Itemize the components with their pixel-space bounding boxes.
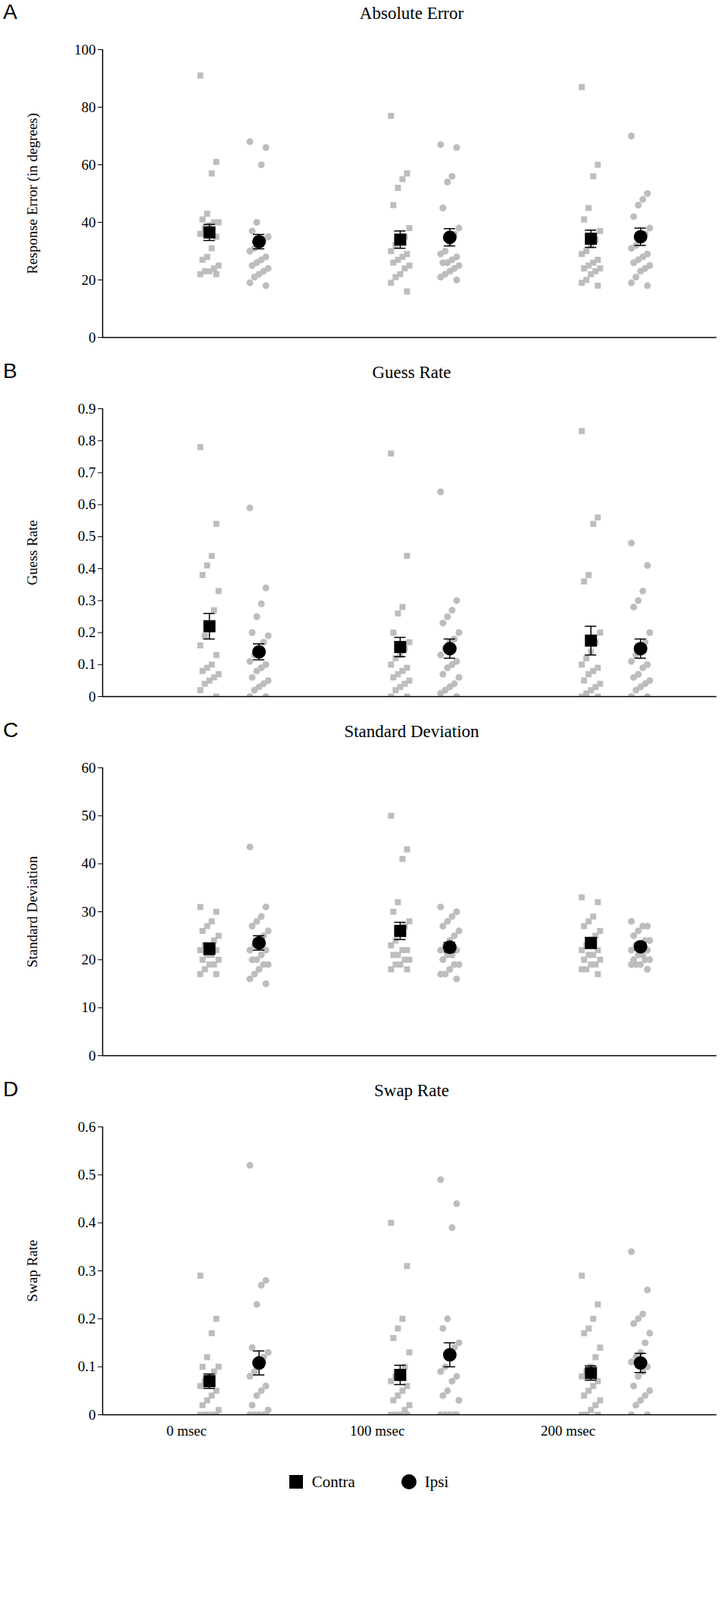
svg-text:40: 40 xyxy=(81,855,97,871)
svg-text:0.5: 0.5 xyxy=(78,527,97,544)
svg-text:0.4: 0.4 xyxy=(78,560,97,577)
html-text:Ipsi: Ipsi xyxy=(424,1471,449,1491)
svg-text:0.5: 0.5 xyxy=(78,1166,97,1183)
svg-text:0: 0 xyxy=(88,329,97,346)
svg-text:60: 60 xyxy=(81,759,97,776)
svg-text:0.2: 0.2 xyxy=(78,624,97,640)
svg-text:0.6: 0.6 xyxy=(78,1118,97,1135)
svg-text:0: 0 xyxy=(88,1047,97,1064)
svg-text:0 msec: 0 msec xyxy=(166,1422,207,1439)
html-text:B: B xyxy=(3,358,18,383)
svg-text:200 msec: 200 msec xyxy=(540,1422,596,1439)
svg-text:0: 0 xyxy=(88,1406,97,1423)
html-text:D: D xyxy=(3,1076,19,1101)
svg-text:0.3: 0.3 xyxy=(78,1262,97,1279)
svg-text:100: 100 xyxy=(74,41,97,58)
svg-text:0.2: 0.2 xyxy=(78,1310,97,1327)
svg-text:20: 20 xyxy=(81,951,97,968)
svg-text:0.3: 0.3 xyxy=(78,592,97,609)
svg-text:10: 10 xyxy=(81,998,97,1015)
html-text:C: C xyxy=(3,717,19,742)
html-text:Contra: Contra xyxy=(311,1471,356,1491)
svg-text:40: 40 xyxy=(81,214,97,231)
html-text:Absolute Error: Absolute Error xyxy=(359,3,464,23)
svg-text:100 msec: 100 msec xyxy=(349,1422,405,1439)
html-text:Standard Deviation: Standard Deviation xyxy=(344,721,480,741)
svg-text:80: 80 xyxy=(81,99,97,116)
svg-text:Swap Rate: Swap Rate xyxy=(24,1239,41,1302)
svg-text:0.4: 0.4 xyxy=(78,1214,97,1230)
svg-text:60: 60 xyxy=(81,156,97,173)
html-text:Guess Rate: Guess Rate xyxy=(372,362,452,382)
svg-text:Response Error (in degrees): Response Error (in degrees) xyxy=(24,112,41,275)
svg-text:Guess Rate: Guess Rate xyxy=(24,519,41,585)
svg-text:0.6: 0.6 xyxy=(78,496,97,512)
svg-text:Standard Deviation: Standard Deviation xyxy=(24,855,41,968)
svg-text:30: 30 xyxy=(81,903,97,920)
svg-text:0: 0 xyxy=(88,688,97,705)
html-text:Swap Rate: Swap Rate xyxy=(374,1080,450,1100)
svg-text:0.1: 0.1 xyxy=(78,655,97,672)
svg-text:0.7: 0.7 xyxy=(78,464,97,481)
svg-text:50: 50 xyxy=(81,807,97,824)
svg-text:20: 20 xyxy=(81,271,97,288)
html-text:A: A xyxy=(3,0,18,24)
svg-text:0.1: 0.1 xyxy=(78,1357,97,1374)
svg-text:0.8: 0.8 xyxy=(78,432,97,449)
svg-text:0.9: 0.9 xyxy=(78,400,97,417)
